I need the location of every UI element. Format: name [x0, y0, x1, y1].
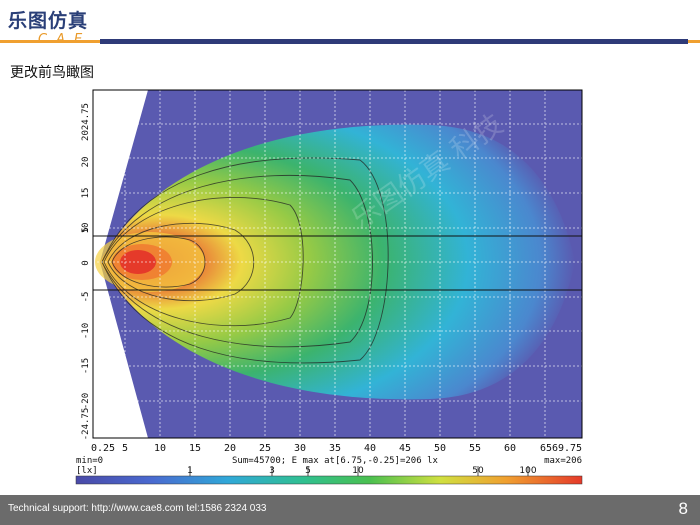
stats-center: Sum=45700; E max at[6.75,-0.25]=206 lx	[232, 456, 438, 466]
y-tick-10: -24.75	[81, 408, 91, 441]
stats-max: max=206	[544, 456, 582, 466]
x-tick-0: 0.25	[91, 443, 115, 454]
x-tick-12: 60	[504, 443, 516, 454]
plot-unlit-zone	[93, 90, 148, 438]
x-tick-1: 5	[122, 443, 128, 454]
y-tick-7: -10	[81, 323, 91, 339]
x-tick-4: 20	[224, 443, 236, 454]
y-tick-2: 15	[81, 188, 91, 199]
colorbar	[75, 475, 583, 485]
footer-support-text: Technical support: http://www.cae8.com t…	[8, 503, 267, 514]
x-tick-8: 40	[364, 443, 376, 454]
y-tick-4: 5	[81, 227, 91, 232]
y-tick-0: 2024.75	[81, 103, 91, 141]
cbar-tick-50: 50	[472, 466, 484, 476]
cbar-tick-10: 10	[352, 466, 364, 476]
logo-chinese-text: 乐图仿真	[8, 10, 89, 32]
stats-line: min=0 Sum=45700; E max at[6.75,-0.25]=20…	[76, 456, 582, 476]
x-tick-11: 55	[469, 443, 481, 454]
y-tick-5: 0	[81, 260, 91, 265]
colorbar-labels: 1 3 5 10 50 100	[187, 466, 537, 476]
cbar-tick-5: 5	[305, 466, 311, 476]
x-tick-9: 45	[399, 443, 411, 454]
cbar-tick-1: 1	[187, 466, 193, 476]
x-tick-13: 65	[540, 443, 552, 454]
x-tick-5: 25	[259, 443, 271, 454]
x-axis-labels: 0.25 5 10 15 20 25 30 35 40 45 50 55 60 …	[91, 443, 582, 454]
x-tick-2: 10	[154, 443, 166, 454]
y-axis-labels: 2024.75 20 15 10 5 0 -5 -10 -15 -20 -24.…	[81, 103, 91, 440]
cbar-tick-100: 100	[519, 466, 536, 476]
y-tick-6: -5	[81, 292, 91, 303]
illuminance-plot: 乐图仿真 科技 2024.75 20 15 10 5 0 -5 -10 -15 …	[75, 89, 583, 485]
x-tick-7: 35	[329, 443, 341, 454]
x-tick-3: 15	[189, 443, 201, 454]
footer-bar: Technical support: http://www.cae8.com t…	[0, 495, 700, 525]
slide-title: 更改前鸟瞰图	[10, 65, 94, 81]
logo-cae-text: CAE	[38, 32, 91, 47]
plot-border	[92, 89, 583, 439]
cbar-tick-3: 3	[269, 466, 275, 476]
page-number: 8	[678, 499, 688, 518]
plot-grid	[93, 90, 582, 438]
y-tick-1: 20	[81, 157, 91, 168]
x-tick-10: 50	[434, 443, 446, 454]
colorbar-ticks	[189, 466, 529, 476]
y-tick-9: -20	[81, 393, 91, 409]
stats-min: min=0	[76, 456, 103, 466]
y-tick-3: 10	[81, 223, 91, 234]
x-tick-6: 30	[294, 443, 306, 454]
header-navy-bar	[100, 39, 688, 44]
unit-label: [lx]	[76, 466, 98, 476]
x-tick-14: 69.75	[552, 443, 582, 454]
y-tick-8: -15	[81, 358, 91, 374]
